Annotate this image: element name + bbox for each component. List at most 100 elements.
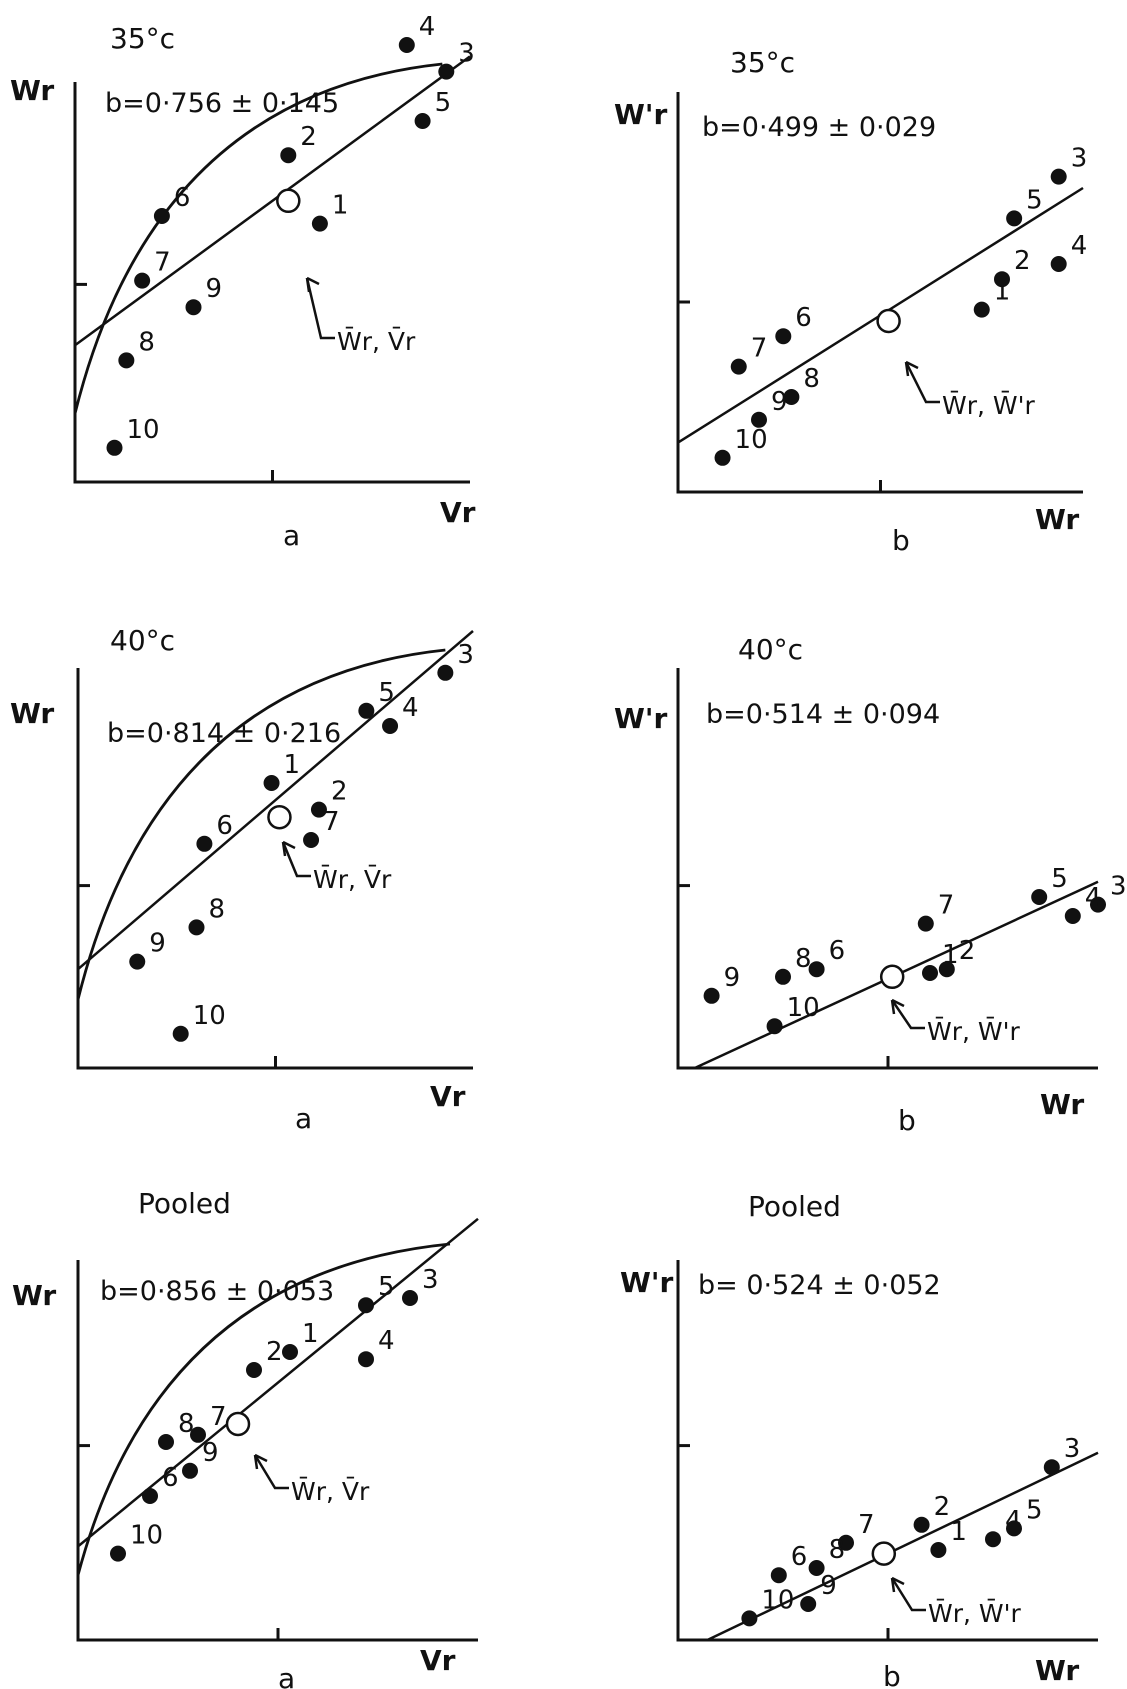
point-label-6: 6 <box>174 183 191 213</box>
point-label-1: 1 <box>332 191 349 221</box>
point-label-3: 3 <box>1064 1434 1081 1464</box>
point-label-10: 10 <box>735 425 768 455</box>
point-label-8: 8 <box>138 327 155 357</box>
data-point-3 <box>437 664 454 681</box>
point-label-4: 4 <box>378 1326 395 1356</box>
panel-title: Pooled <box>748 1190 841 1223</box>
regression-line <box>77 1217 479 1548</box>
data-point-1 <box>930 1542 947 1558</box>
data-point-3 <box>1090 896 1106 913</box>
mean-arrow <box>305 277 335 340</box>
data-point-7 <box>303 832 320 848</box>
data-point-6 <box>775 328 792 345</box>
data-point-4 <box>382 718 399 734</box>
point-label-5: 5 <box>1026 185 1043 215</box>
mean-arrow <box>281 841 311 878</box>
data-point-8 <box>808 1560 825 1576</box>
mean-point <box>879 964 905 990</box>
data-point-3 <box>1043 1459 1060 1476</box>
panel-letter: a <box>283 519 300 552</box>
data-point-10 <box>106 439 123 456</box>
panel-title: 40°c <box>738 633 803 666</box>
data-point-8 <box>775 968 791 985</box>
regression-equation: b= 0·524 ± 0·052 <box>698 1270 941 1301</box>
data-point-7 <box>190 1426 206 1443</box>
data-point-10 <box>714 449 731 466</box>
data-point-5 <box>358 702 375 719</box>
data-point-2 <box>913 1516 930 1533</box>
arrow-head <box>904 360 919 377</box>
panel-letter: a <box>278 1662 295 1689</box>
y-axis-label: Wr <box>10 697 54 730</box>
mean-arrow <box>253 1454 289 1490</box>
panel-title: 40°c <box>110 624 175 657</box>
point-label-4: 4 <box>419 12 436 42</box>
data-point-4 <box>358 1351 374 1368</box>
point-label-2: 2 <box>1014 246 1031 276</box>
data-point-8 <box>158 1434 174 1450</box>
point-label-9: 9 <box>202 1438 219 1468</box>
x-axis-label: Wr <box>1035 1654 1079 1687</box>
limiting-parabola <box>73 62 443 414</box>
regression-equation: b=0·756 ± 0·145 <box>105 88 339 119</box>
point-label-10: 10 <box>193 1001 226 1031</box>
point-label-9: 9 <box>771 387 788 417</box>
data-point-10 <box>741 1610 758 1627</box>
y-axis-label: W'r <box>620 1266 673 1299</box>
data-point-6 <box>142 1488 158 1504</box>
point-label-7: 7 <box>323 807 340 837</box>
data-point-8 <box>783 389 800 405</box>
arrow-head <box>253 1453 268 1470</box>
data-point-9 <box>182 1462 198 1479</box>
data-point-1 <box>973 301 990 318</box>
data-point-9 <box>751 411 767 428</box>
panel-letter: b <box>898 1104 916 1137</box>
data-point-3 <box>402 1290 418 1306</box>
y-axis-label: Wr <box>10 74 54 107</box>
point-label-1: 1 <box>302 1319 319 1349</box>
panel-title: 35°c <box>110 22 175 55</box>
chart-p40a: 12 3 45 6 7 8 9 10 W̄r, V̄r 40°c b=0·814 ± 0·216 Wr… <box>10 624 474 1135</box>
panel-title: Pooled <box>138 1187 231 1220</box>
data-point-4 <box>1064 908 1081 924</box>
regression-line <box>706 1451 1099 1642</box>
arrow-head <box>305 276 320 293</box>
data-point-5 <box>358 1297 374 1314</box>
data-point-6 <box>770 1567 787 1584</box>
point-label-6: 6 <box>162 1463 179 1493</box>
point-label-7: 7 <box>751 334 768 364</box>
point-label-4: 4 <box>402 693 419 723</box>
point-label-10: 10 <box>787 993 820 1023</box>
data-point-8 <box>188 919 205 936</box>
data-point-2 <box>994 271 1010 288</box>
data-point-6 <box>808 961 825 978</box>
point-label-3: 3 <box>457 640 474 670</box>
data-point-2 <box>938 961 955 978</box>
mean-label: W̄r, W̄'r <box>942 390 1035 420</box>
x-axis-label: Wr <box>1035 503 1079 536</box>
mean-label: W̄r, V̄r <box>313 864 392 894</box>
point-label-5: 5 <box>1051 864 1068 894</box>
data-point-5 <box>1006 210 1023 227</box>
regression-line <box>77 630 474 971</box>
point-label-5: 5 <box>435 88 452 118</box>
point-label-9: 9 <box>149 929 166 959</box>
point-label-8: 8 <box>178 1409 195 1439</box>
point-label-7: 7 <box>210 1402 227 1432</box>
y-axis-label: Wr <box>12 1279 56 1312</box>
point-label-4: 4 <box>1085 883 1102 913</box>
data-point-10 <box>172 1025 189 1042</box>
panel-letter: a <box>295 1102 312 1135</box>
point-label-3: 3 <box>1071 144 1088 174</box>
x-axis-label: Vr <box>420 1644 456 1677</box>
chart-ppa: 12 3 4 5 6 789 10 W̄r, V̄r Pooled b=0·856 ± 0·053… <box>12 1187 479 1689</box>
regression-equation: b=0·499 ± 0·029 <box>702 112 936 143</box>
mean-point <box>267 804 292 830</box>
point-label-2: 2 <box>331 777 348 807</box>
data-point-5 <box>1006 1520 1022 1537</box>
arrow-head <box>281 840 296 857</box>
data-point-10 <box>110 1545 126 1562</box>
data-point-9 <box>703 987 720 1004</box>
data-point-4 <box>1050 256 1067 272</box>
